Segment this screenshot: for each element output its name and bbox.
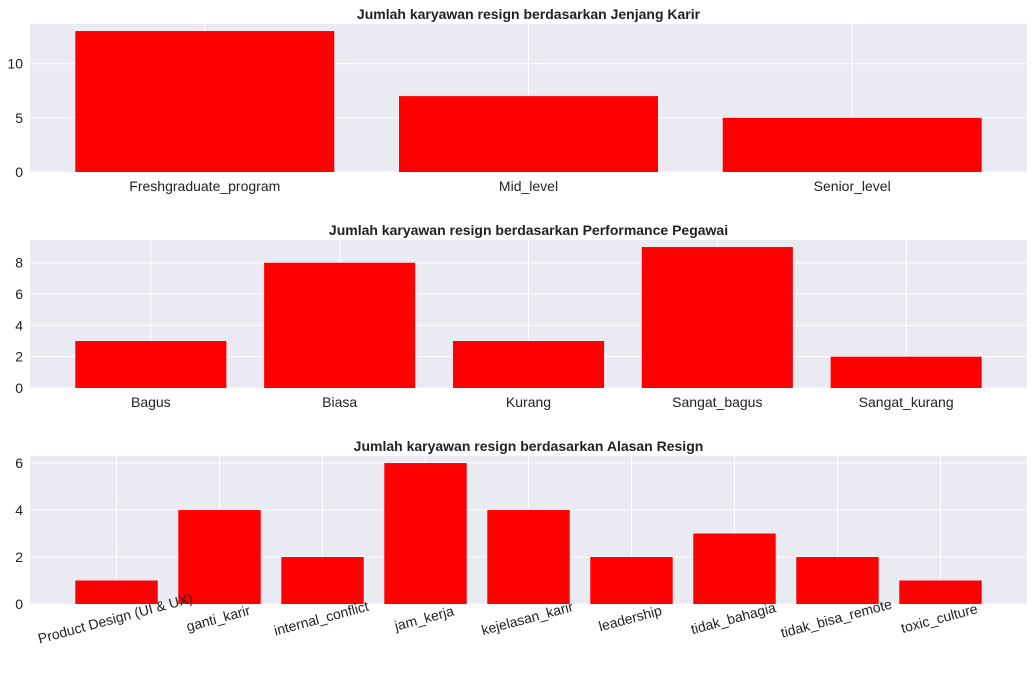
bar xyxy=(899,580,982,604)
bar xyxy=(641,247,793,388)
bar xyxy=(830,356,982,388)
y-tick-label: 10 xyxy=(7,56,23,72)
y-tick-label: 5 xyxy=(15,110,23,126)
y-tick-label: 2 xyxy=(15,349,23,365)
x-tick-label: Kurang xyxy=(506,394,551,410)
y-tick-label: 0 xyxy=(15,380,23,396)
y-tick-label: 2 xyxy=(15,549,23,565)
bar xyxy=(75,341,227,388)
bar xyxy=(452,341,605,388)
x-tick-label: Mid_level xyxy=(499,178,558,194)
bar xyxy=(281,557,364,604)
chart-2-title: Jumlah karyawan resign berdasarkan Perfo… xyxy=(328,222,729,238)
bar xyxy=(399,96,658,172)
x-tick-label: ganti_karir xyxy=(185,602,253,634)
chart-3-title: Jumlah karyawan resign berdasarkan Alasa… xyxy=(353,438,704,454)
chart-1: 0 5 10 Freshgraduate_program Mid_level Senior… xyxy=(7,24,1027,194)
x-tick-label: toxic_culture xyxy=(899,600,979,636)
x-tick-label: Senior_level xyxy=(814,178,891,194)
x-tick-label: jam_kerja xyxy=(392,603,456,634)
x-tick-label: Biasa xyxy=(322,394,357,410)
x-tick-label: Freshgraduate_program xyxy=(129,178,280,194)
y-tick-label: 8 xyxy=(15,255,23,271)
y-tick-label: 0 xyxy=(15,596,23,612)
y-tick-label: 4 xyxy=(15,317,23,333)
x-tick-label: Bagus xyxy=(131,394,171,410)
y-tick-label: 0 xyxy=(15,164,23,180)
chart-1-title: Jumlah karyawan resign berdasarkan Jenja… xyxy=(356,6,701,22)
y-tick-label: 6 xyxy=(15,455,23,471)
x-tick-label: Sangat_kurang xyxy=(859,394,954,410)
x-tick-label: tidak_bahagia xyxy=(689,599,778,637)
bar xyxy=(75,31,335,172)
y-tick-label: 6 xyxy=(15,286,23,302)
bar xyxy=(384,463,467,604)
chart-2: 0 2 4 6 8 Bagus Biasa Kurang Sangat_bagus Sangat_… xyxy=(15,240,1027,410)
bar xyxy=(590,557,673,604)
bar xyxy=(722,117,982,172)
y-tick-label: 4 xyxy=(15,502,23,518)
bar xyxy=(487,510,570,604)
bar xyxy=(796,557,879,604)
bar xyxy=(264,262,416,388)
bar xyxy=(178,510,261,604)
bar xyxy=(75,580,158,604)
bar xyxy=(693,533,776,604)
x-tick-label: leadership xyxy=(597,602,664,634)
x-tick-label: Sangat_bagus xyxy=(672,394,762,410)
